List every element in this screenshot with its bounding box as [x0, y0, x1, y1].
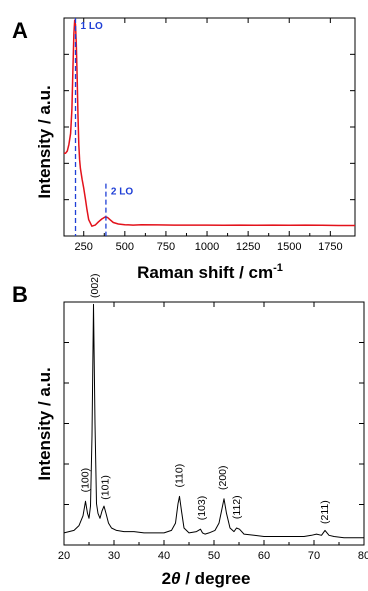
- panel-a-xlabel-sup: -1: [273, 262, 283, 274]
- panel-b-peak-label: (211): [319, 500, 331, 524]
- panel-b-xlabel-rest: / degree: [181, 569, 251, 588]
- panel-a-xtick-label: 1250: [236, 241, 260, 253]
- panel-b-peak-label: (103): [196, 496, 208, 521]
- panel-a-annotation-label: 1 LO: [81, 21, 103, 32]
- panel-a-plot: 250 500 750 1000 1250 1500 1750 1 LO 2 LO: [63, 17, 356, 253]
- panel-a-ylabel: Intensity / a.u.: [35, 85, 54, 198]
- panel-a-xtick-label: 1750: [318, 241, 342, 253]
- panel-b-series-line: [63, 303, 364, 539]
- panel-a-xtick-label: 500: [116, 241, 134, 253]
- panel-b-peak-label: (200): [217, 465, 229, 490]
- panel-a-xtick-label: 750: [157, 241, 175, 253]
- panel-a-annotation-label: 2 LO: [111, 187, 133, 198]
- panel-b-peak-label: (100): [80, 468, 92, 493]
- panel-b-xlabel-prefix: 2: [162, 569, 171, 588]
- panel-b-xlabel: 2θ / degree: [162, 569, 251, 588]
- panel-b-xtick-label: 30: [108, 550, 120, 562]
- panel-b-ylabel: Intensity / a.u.: [35, 367, 54, 480]
- panel-b-xtick-label: 70: [308, 550, 320, 562]
- panel-b-peak-label: (110): [174, 464, 186, 488]
- panel-b-xtick-label: 40: [158, 550, 170, 562]
- panel-b-xtick-label: 60: [258, 550, 270, 562]
- panel-b-xlabel-theta: θ: [171, 569, 181, 588]
- panel-b-peak-label: (112): [231, 495, 243, 519]
- panel-a-xtick-label: 250: [75, 241, 93, 253]
- panel-b-xtick-label: 20: [58, 550, 70, 562]
- panel-a-series-line: [64, 19, 355, 227]
- panel-a-letter: A: [12, 18, 28, 43]
- panel-b-peak-label: (101): [100, 475, 112, 500]
- panel-a-frame: [63, 17, 356, 237]
- panel-b-peak-label: (002): [89, 273, 101, 298]
- panel-b-plot: 20 30 40 50 60 70 80 (100) (002) (101) (110) (103) (…: [58, 273, 368, 562]
- panel-a-xtick-label: 1000: [195, 241, 219, 253]
- panel-a-xlabel-main: Raman shift / cm: [137, 263, 273, 282]
- panel-b-xtick-label: 80: [358, 550, 368, 562]
- panel-b-letter: B: [12, 282, 28, 307]
- panel-a-xlabel: Raman shift / cm-1: [137, 262, 283, 282]
- panel-b-xtick-label: 50: [208, 550, 220, 562]
- panel-a-xtick-label: 1500: [277, 241, 301, 253]
